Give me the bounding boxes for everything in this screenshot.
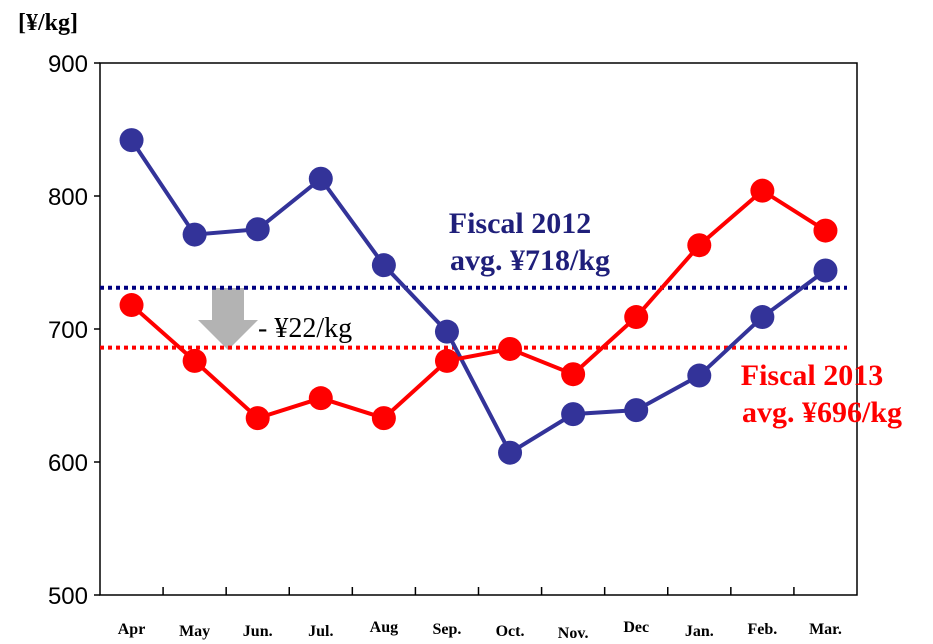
x-tick-label: Oct. — [496, 623, 525, 640]
annotation: Fiscal 2013 — [741, 359, 884, 392]
y-tick-label: 700 — [48, 317, 88, 344]
x-tick-label: Sep. — [433, 621, 462, 638]
point — [245, 217, 270, 242]
point — [687, 363, 712, 388]
point — [245, 406, 270, 431]
y-tick-label: 500 — [48, 583, 88, 610]
point — [624, 305, 649, 330]
point — [561, 402, 586, 427]
x-tick-label: Feb. — [747, 621, 777, 638]
x-tick-label: Jul. — [308, 623, 333, 640]
y-tick-label: 900 — [48, 51, 88, 78]
point — [182, 222, 207, 247]
annotation: avg. ¥696/kg — [742, 396, 902, 429]
annotation: avg. ¥718/kg — [450, 244, 610, 277]
x-tick-label: Jun. — [243, 623, 273, 640]
x-tick-label: Apr — [118, 621, 146, 638]
decrease-arrow — [198, 288, 258, 350]
x-tick-label: Nov. — [558, 625, 589, 642]
point — [434, 348, 459, 373]
point — [750, 178, 775, 203]
point — [119, 128, 144, 153]
y-axis-label: [¥/kg] — [18, 10, 78, 36]
x-tick-label: Jan. — [685, 623, 714, 640]
point — [308, 166, 333, 191]
annotation: - ¥22/kg — [258, 313, 352, 344]
annotation: Fiscal 2012 — [449, 207, 592, 240]
point — [498, 440, 523, 465]
point — [498, 336, 523, 361]
y-tick-label: 800 — [48, 184, 88, 211]
point — [813, 258, 838, 283]
point — [687, 233, 712, 258]
point — [750, 305, 775, 330]
point — [371, 406, 396, 431]
point — [434, 319, 459, 344]
x-tick-label: Mar. — [809, 621, 842, 638]
point — [308, 386, 333, 411]
x-tick-label: Aug — [370, 619, 398, 636]
point — [371, 253, 396, 278]
point — [119, 293, 144, 318]
point — [813, 218, 838, 243]
point — [182, 348, 207, 373]
point — [624, 398, 649, 423]
series-line — [130, 188, 827, 421]
y-tick-label: 600 — [48, 450, 88, 477]
x-tick-label: May — [179, 623, 210, 640]
x-tick-label: Dec — [623, 619, 649, 636]
point — [561, 362, 586, 387]
